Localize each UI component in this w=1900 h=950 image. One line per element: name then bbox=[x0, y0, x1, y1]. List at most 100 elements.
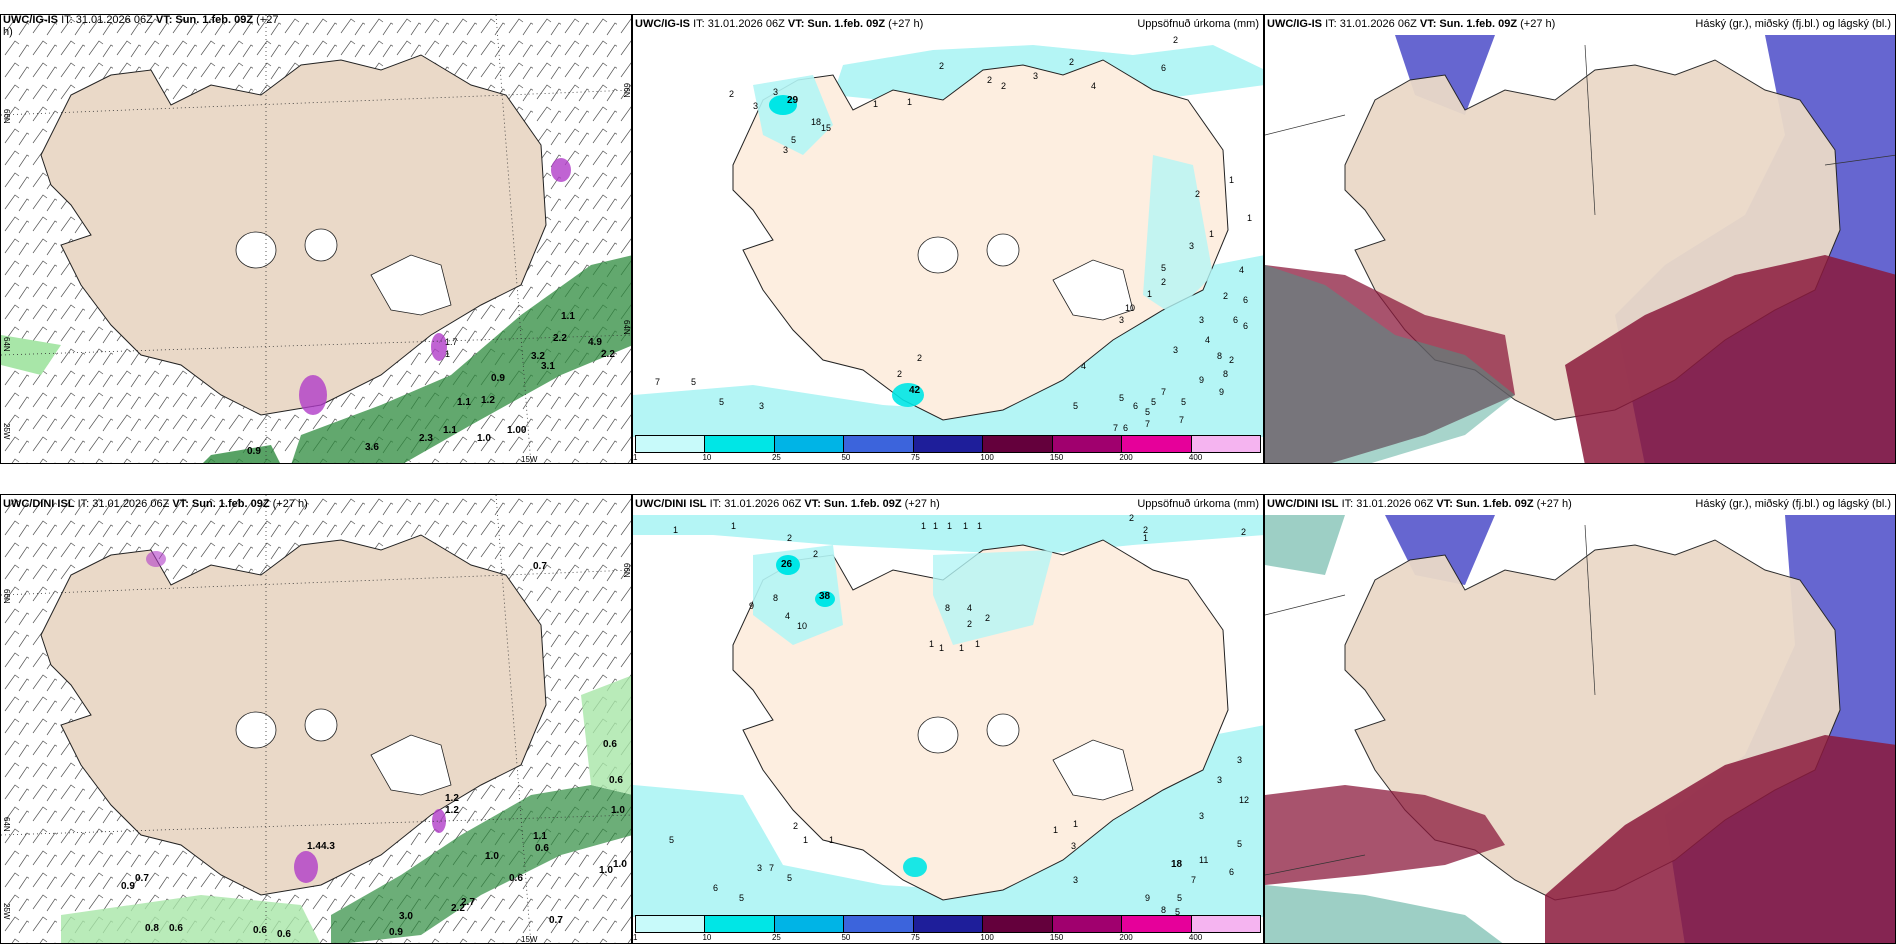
precip-label: 6 bbox=[1233, 315, 1239, 325]
precip-label: 1 bbox=[673, 525, 679, 535]
wind-label: 3.2 bbox=[531, 351, 545, 362]
wind-label: 0.6 bbox=[169, 923, 183, 934]
glacier-hofsjokull bbox=[304, 708, 338, 742]
precip-label: 2 bbox=[1195, 189, 1201, 199]
wind-label: 0.7 bbox=[533, 561, 547, 572]
precip-purple-east bbox=[551, 158, 571, 182]
precip-label: 3 bbox=[1199, 315, 1205, 325]
precip-label: 8 bbox=[773, 593, 779, 603]
glacier bbox=[1052, 739, 1134, 801]
precip-label: 2 bbox=[987, 75, 993, 85]
precip-label: 2 bbox=[1129, 513, 1135, 523]
cloud-mid-red-west bbox=[1265, 265, 1515, 463]
legend-ticks: 1 10 25 50 75 100 150 200 400 bbox=[633, 933, 1203, 942]
glacier-langjokull bbox=[917, 716, 959, 754]
wind-map bbox=[1, 15, 631, 463]
precip-label: 2 bbox=[1001, 81, 1007, 91]
precip-sea-south bbox=[633, 725, 1263, 917]
precip-map bbox=[633, 45, 1263, 437]
wind-label: 2.2 bbox=[553, 333, 567, 344]
lat-label-66n: 66N bbox=[2, 109, 11, 124]
precip-label: 6 bbox=[1133, 401, 1139, 411]
precip-label: 5 bbox=[1161, 263, 1167, 273]
precip-label: 42 bbox=[909, 385, 921, 396]
precip-label: 1 bbox=[1053, 825, 1059, 835]
glacier-hofsjokull bbox=[986, 233, 1020, 267]
wind-label: 1.1 bbox=[533, 831, 547, 842]
legend-swatch bbox=[1191, 436, 1260, 452]
precip-label: 5 bbox=[1237, 839, 1243, 849]
precip-legend bbox=[635, 915, 1261, 933]
precip-label: 18 bbox=[1171, 859, 1183, 870]
precip-label: 1 bbox=[803, 835, 809, 845]
legend-swatch bbox=[1191, 916, 1260, 932]
wind-label: 1.0 bbox=[599, 865, 613, 876]
legend-swatch bbox=[1052, 436, 1123, 452]
precip-label: 6 bbox=[713, 883, 719, 893]
legend-swatch bbox=[844, 916, 914, 932]
panel-header-wrap: h) bbox=[3, 26, 13, 38]
panel-header: UWC/DINI ISL IT: 31.01.2026 06Z VT: Sun.… bbox=[635, 498, 1259, 510]
precip-label: 2 bbox=[1229, 355, 1235, 365]
precip-westfjords bbox=[753, 545, 843, 645]
wind-label: 3.0 bbox=[399, 911, 413, 922]
precip-label: 5 bbox=[1151, 397, 1157, 407]
precip-label: 1 bbox=[1147, 289, 1153, 299]
precip-label: 11 bbox=[1199, 855, 1209, 865]
legend-swatch bbox=[774, 436, 845, 452]
precip-label: 3 bbox=[1033, 71, 1039, 81]
precip-label: 2 bbox=[1223, 291, 1229, 301]
precip-label: 1 bbox=[939, 643, 945, 653]
lon-label-25w: 25W bbox=[2, 423, 11, 440]
precip-label: 2 bbox=[1173, 35, 1179, 45]
wind-label: 1 bbox=[445, 349, 451, 359]
wind-label: 2.2 bbox=[601, 349, 615, 360]
legend-ticks: 1 10 25 50 75 100 150 200 400 bbox=[633, 453, 1203, 462]
wind-label: 1.1 bbox=[457, 397, 471, 408]
panel-precip-igis: UWC/IG-IS IT: 31.01.2026 06Z VT: Sun. 1.… bbox=[632, 14, 1264, 464]
precip-label: 1 bbox=[975, 639, 981, 649]
precip-label: 1 bbox=[1143, 533, 1149, 543]
precip-label: 5 bbox=[1181, 397, 1187, 407]
precip-purple-north bbox=[146, 551, 166, 567]
cloud-high-green bbox=[1265, 885, 1503, 943]
panel-header: UWC/IG-IS IT: 31.01.2026 06Z VT: Sun. 1.… bbox=[635, 18, 1259, 30]
lon-label-25w: 25W bbox=[2, 903, 11, 920]
legend-swatch bbox=[913, 436, 984, 452]
precip-label: 8 bbox=[1223, 369, 1229, 379]
wind-label: 0.8 bbox=[145, 923, 159, 934]
precip-core bbox=[776, 555, 800, 575]
lat-label-66n-right: 66N bbox=[622, 83, 631, 98]
panel-precip-dini: UWC/DINI ISL IT: 31.01.2026 06Z VT: Sun.… bbox=[632, 494, 1264, 944]
precip-label: 1 bbox=[933, 521, 939, 531]
precip-label: 3 bbox=[783, 145, 789, 155]
wind-label: 0.6 bbox=[603, 739, 617, 750]
glacier-hofsjokull bbox=[986, 713, 1020, 747]
precip-label: 7 bbox=[1145, 419, 1151, 429]
legend-swatch bbox=[913, 916, 984, 932]
precip-label: 3 bbox=[759, 401, 765, 411]
precip-core bbox=[769, 95, 797, 115]
precip-label: 4 bbox=[1081, 361, 1087, 371]
precip-label: 4 bbox=[1091, 81, 1097, 91]
wind-label: 2.3 bbox=[419, 433, 433, 444]
precip-label: 1 bbox=[1229, 175, 1235, 185]
wind-label: 3.1 bbox=[541, 361, 555, 372]
precip-label: 1 bbox=[1247, 213, 1253, 223]
precip-label: 3 bbox=[1217, 775, 1223, 785]
cloud-map bbox=[1265, 495, 1895, 943]
wind-label: 0.6 bbox=[509, 873, 523, 884]
precip-label: 5 bbox=[739, 893, 745, 903]
iceland-land bbox=[40, 54, 547, 416]
precip-label: 3 bbox=[1173, 345, 1179, 355]
precip-label: 2 bbox=[939, 61, 945, 71]
lat-label-64n: 64N bbox=[2, 817, 11, 832]
wind-label: 0.7 bbox=[135, 873, 149, 884]
legend-swatch bbox=[636, 436, 706, 452]
precip-label: 1 bbox=[731, 521, 737, 531]
wind-label: 0.9 bbox=[247, 446, 261, 457]
wind-label: 1.0 bbox=[611, 805, 625, 816]
precip-label: 1 bbox=[873, 99, 879, 109]
glacier-langjokull bbox=[917, 236, 959, 274]
precip-label: 2 bbox=[985, 613, 991, 623]
